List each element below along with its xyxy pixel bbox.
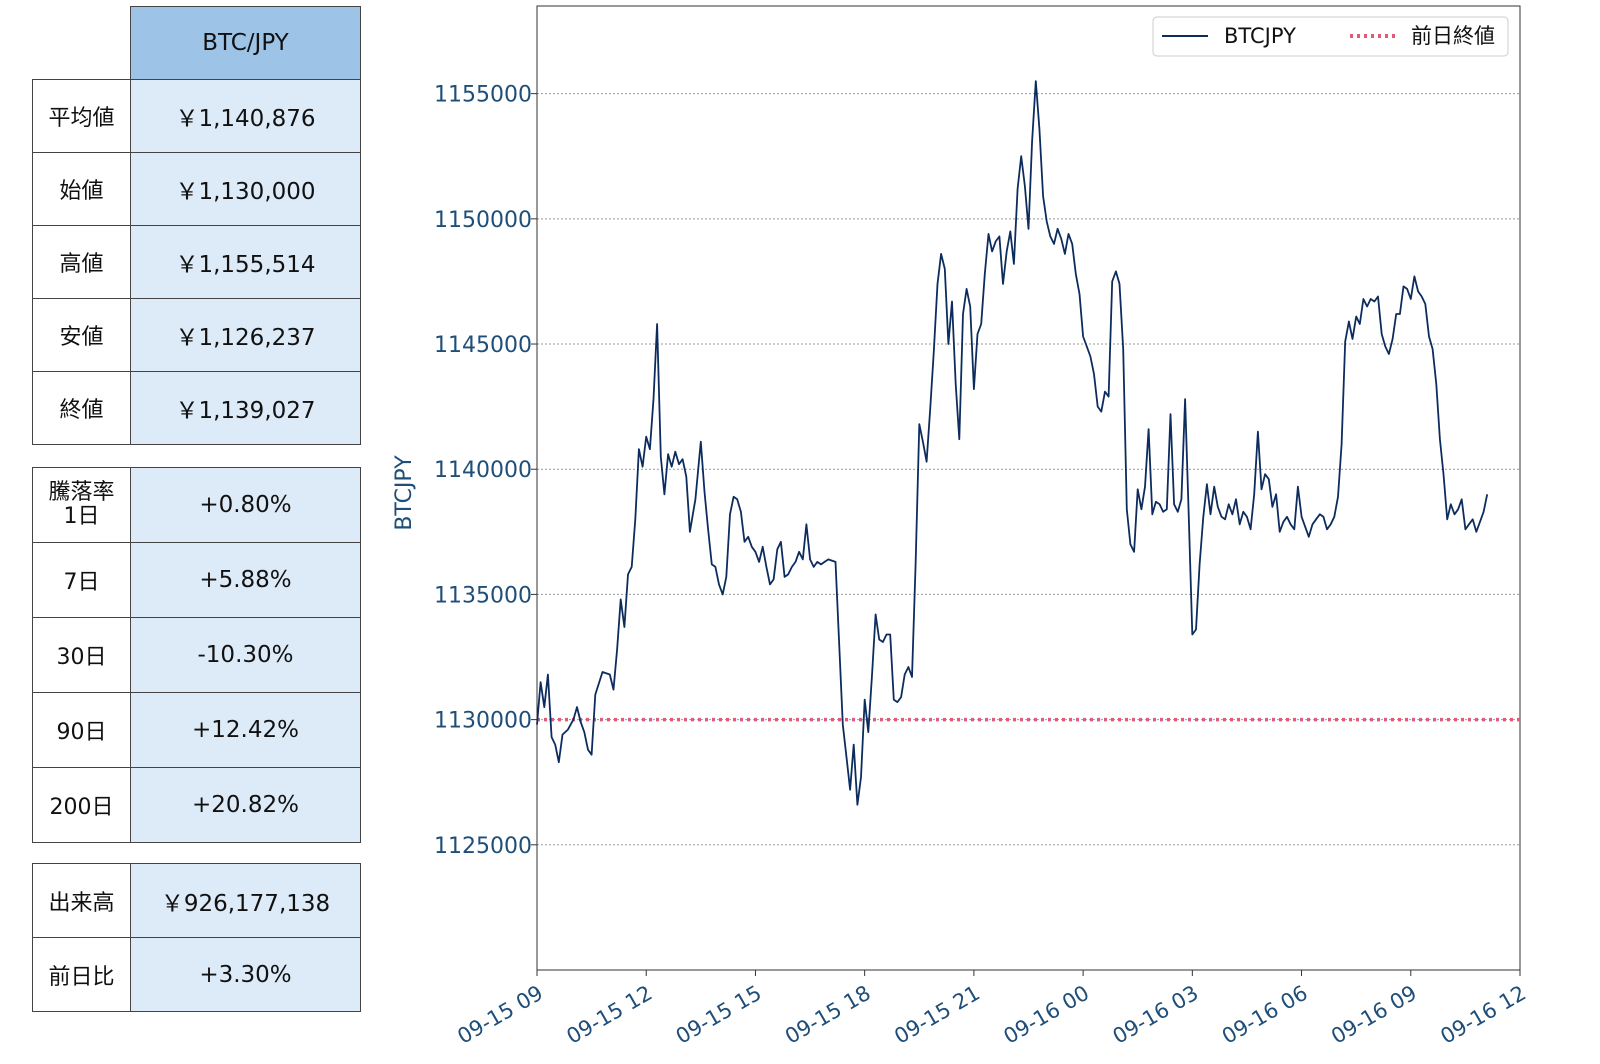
table-row: 90日 +12.42% — [32, 692, 361, 768]
row-label: 90日 — [32, 692, 131, 768]
x-tick-label: 09-15 09 — [453, 981, 547, 1049]
legend-label-btcjpy: BTCJPY — [1224, 24, 1296, 48]
y-tick-label: 1155000 — [434, 83, 532, 108]
row-label: 終値 — [32, 371, 131, 445]
row-label: 高値 — [32, 225, 131, 299]
row-value: ￥1,130,000 — [130, 152, 361, 226]
table-row: 出来高 ￥926,177,138 — [32, 863, 361, 938]
y-tick-label: 1125000 — [434, 834, 532, 859]
table-row: 前日比 +3.30% — [32, 937, 361, 1012]
change-rate-table: 騰落率 1日 +0.80% 7日 +5.88% 30日 -10.30% 90日 +… — [32, 467, 361, 843]
x-tick-label: 09-15 15 — [672, 981, 766, 1049]
table-row: 終値 ￥1,139,027 — [32, 371, 361, 445]
row-value: -10.30% — [130, 617, 361, 693]
table-row: 高値 ￥1,155,514 — [32, 225, 361, 299]
price-summary-table: BTC/JPY 平均値 ￥1,140,876 始値 ￥1,130,000 高値 … — [32, 6, 361, 445]
x-tick-label: 09-16 06 — [1218, 981, 1312, 1049]
row-label-text: 騰落率 1日 — [48, 480, 115, 529]
x-axis: 09-15 09 09-15 12 09-15 15 09-15 18 09-15 21… — [453, 970, 1530, 1049]
x-tick-label: 09-16 00 — [999, 981, 1093, 1049]
btcjpy-series-line — [536, 80, 1489, 806]
x-tick-label: 09-16 03 — [1109, 981, 1203, 1049]
x-tick-label: 09-15 21 — [890, 981, 984, 1049]
row-value: ￥1,139,027 — [130, 371, 361, 445]
row-value: ￥1,126,237 — [130, 298, 361, 372]
x-tick-label: 09-15 12 — [563, 981, 657, 1049]
x-tick-label: 09-16 09 — [1327, 981, 1421, 1049]
y-tick-label: 1145000 — [434, 333, 532, 358]
legend-label-prev-close: 前日終値 — [1411, 24, 1495, 48]
row-value: +5.88% — [130, 542, 361, 618]
table-row: 平均値 ￥1,140,876 — [32, 79, 361, 153]
table-row: 始値 ￥1,130,000 — [32, 152, 361, 226]
table-row: 30日 -10.30% — [32, 617, 361, 693]
row-label: 始値 — [32, 152, 131, 226]
row-value: ￥1,155,514 — [130, 225, 361, 299]
y-tick-label: 1140000 — [434, 458, 532, 483]
legend: BTCJPY 前日終値 — [1152, 16, 1509, 57]
row-label: 騰落率 1日 — [32, 467, 131, 543]
y-tick-label: 1135000 — [434, 583, 532, 608]
row-label: 安値 — [32, 298, 131, 372]
row-label: 前日比 — [32, 937, 131, 1012]
pair-header: BTC/JPY — [130, 6, 361, 80]
y-axis: 1125000 1130000 1135000 1140000 1145000 11500… — [434, 83, 537, 859]
x-tick-label: 09-15 18 — [781, 981, 875, 1049]
y-tick-label: 1130000 — [434, 709, 532, 734]
x-tick-label: 09-16 12 — [1436, 981, 1530, 1049]
y-axis-label: BTCJPY — [392, 455, 417, 531]
volume-table: 出来高 ￥926,177,138 前日比 +3.30% — [32, 863, 361, 1012]
table-row: 200日 +20.82% — [32, 767, 361, 843]
row-label: 出来高 — [32, 863, 131, 938]
table-row: 7日 +5.88% — [32, 542, 361, 618]
row-value: +0.80% — [130, 467, 361, 543]
row-value: +12.42% — [130, 692, 361, 768]
row-value: +20.82% — [130, 767, 361, 843]
row-value: +3.30% — [130, 937, 361, 1012]
plot-frame — [536, 5, 1521, 971]
row-label: 200日 — [32, 767, 131, 843]
table-row: 安値 ￥1,126,237 — [32, 298, 361, 372]
table-row: 騰落率 1日 +0.80% — [32, 467, 361, 543]
legend-box — [1152, 16, 1509, 57]
y-tick-label: 1150000 — [434, 208, 532, 233]
